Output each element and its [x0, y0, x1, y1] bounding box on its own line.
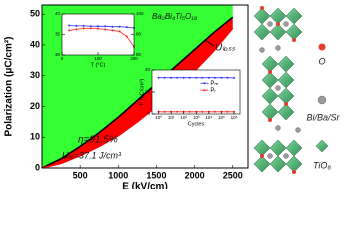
x-tick-label: 2000 [185, 170, 205, 180]
y-tick-label: 0 [147, 111, 150, 116]
marker [201, 76, 204, 79]
annotation: η=91.5% [78, 135, 118, 146]
tio6-symbol [315, 139, 329, 153]
annotation: Uᵣₑ=37.1 J/cm³ [62, 150, 122, 160]
plot-area [68, 24, 135, 48]
x-axis-label: E (kV/cm) [122, 182, 168, 189]
marker [233, 76, 236, 79]
y-tick-label: 20 [145, 89, 151, 94]
marker [176, 110, 179, 113]
marker [163, 76, 166, 79]
x-tick-label: 500 [73, 170, 88, 180]
marker [213, 76, 216, 79]
y-tick-label: 20 [30, 101, 40, 111]
x-tick-label: 0 [61, 56, 64, 61]
y-tick-label: 30 [55, 52, 61, 57]
bi-symbol [317, 95, 327, 105]
marker [104, 28, 107, 31]
series-line [42, 27, 234, 168]
marker [68, 29, 71, 32]
marker [188, 76, 191, 79]
marker [226, 76, 229, 79]
crystal-structure: O Bi/Ba/Sr TiO₆ [253, 6, 341, 174]
plot-background [152, 70, 240, 114]
legend-label: TiO₆ [313, 160, 331, 170]
x-tick-label: 2500 [223, 170, 243, 180]
marker [118, 25, 121, 28]
marker [111, 25, 114, 28]
x-tick-label: 100 [94, 56, 102, 61]
y-tick-label: 35 [55, 32, 61, 37]
y2-tick-label: 100 [136, 11, 144, 16]
marker [195, 76, 198, 79]
series-line [42, 16, 234, 168]
x-tick-label: 10⁵ [218, 115, 225, 120]
marker [125, 26, 128, 29]
x-tick-label: 1000 [108, 170, 128, 180]
x-tick-label: 10³ [193, 115, 200, 120]
legend-marker [203, 89, 206, 92]
plot-background [62, 14, 134, 55]
marker [97, 25, 99, 28]
plot-frame [41, 4, 249, 169]
y2-tick-label: 90 [136, 32, 142, 37]
y-tick-label: 30 [30, 70, 40, 80]
marker [104, 25, 107, 28]
x-tick-label: 10¹ [168, 115, 175, 120]
chart: 0 100 200 30 35 40 80 90 100 T (°C) [55, 11, 144, 68]
marker [75, 24, 78, 27]
marker [157, 76, 160, 79]
marker [125, 35, 128, 38]
marker [89, 27, 92, 30]
figure: O Bi/Ba/Sr TiO₆ 500 1000 1500 2000 250001020… [4, 4, 341, 189]
legend-label: Bi/Ba/Sr [306, 112, 340, 122]
legend-marker [203, 82, 206, 85]
x-tick-label: 200 [130, 56, 138, 61]
y2-tick-label: 80 [136, 52, 142, 57]
legend-label: O [318, 56, 325, 66]
marker [82, 27, 85, 30]
y-axis-label: P (μC/cm²) [139, 79, 145, 106]
marker [213, 110, 216, 113]
series-line [69, 25, 135, 29]
legend-label: Pᵣ [210, 88, 216, 94]
marker [207, 76, 210, 79]
o-symbol [318, 43, 326, 51]
marker [170, 76, 173, 79]
x-tick-label: 1500 [146, 170, 166, 180]
x-tick-label: 10⁴ [205, 115, 212, 120]
legend-label: Pₘ [210, 81, 218, 87]
y-tick-label: 0 [35, 162, 40, 172]
marker [163, 110, 166, 113]
marker [118, 30, 121, 33]
x-axis-label: T (°C) [91, 63, 106, 69]
chart: 10⁰ 10¹ 10² 10³ 10⁴ 10⁵ 10⁶ 0 20 40 Cycles P (μC/cm… [139, 67, 241, 128]
y-tick-label: 10 [30, 132, 40, 142]
marker [111, 29, 114, 32]
marker [82, 24, 85, 27]
marker [201, 110, 204, 113]
x-tick-label: 10⁰ [155, 115, 162, 120]
marker [226, 110, 229, 113]
marker [97, 27, 99, 30]
marker [68, 24, 71, 27]
y-tick-label: 40 [145, 67, 151, 72]
annotation: Uₗₒₛₛ [215, 43, 236, 54]
y-tick-label: 40 [30, 39, 40, 49]
y-axis-label: Polarization (μC/cm²) [4, 36, 15, 136]
annotation: Ba₂Bi₄Ti₅O₁₈ [152, 12, 198, 21]
y-tick-label: 40 [55, 11, 61, 16]
marker [182, 76, 185, 79]
marker [75, 28, 78, 31]
marker [188, 110, 191, 113]
marker [89, 25, 92, 28]
x-tick-label: 10⁶ [231, 115, 238, 120]
marker [176, 76, 179, 79]
y-tick-label: 50 [30, 9, 40, 19]
x-tick-label: 10² [180, 115, 187, 120]
x-axis-label: Cycles [188, 122, 205, 128]
marker [220, 76, 223, 79]
annotation-arrow [204, 39, 215, 47]
series-line [69, 27, 135, 48]
